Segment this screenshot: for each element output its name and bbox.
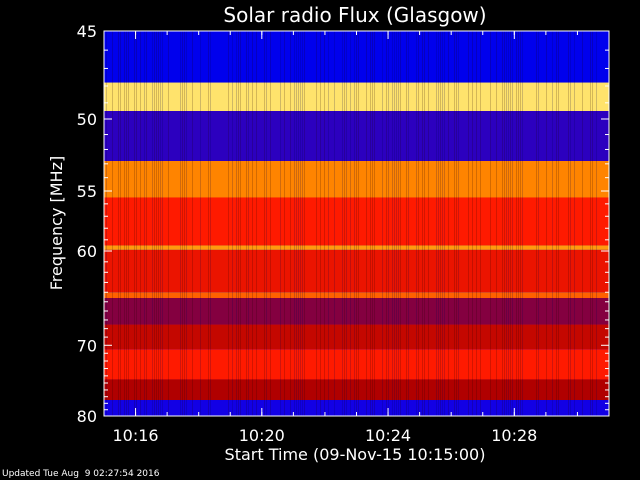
frequency-band (104, 349, 609, 380)
frequency-band (104, 245, 609, 250)
frequency-band (104, 249, 609, 293)
x-tick-label: 10:20 (239, 426, 285, 445)
y-tick-label: 45 (77, 22, 97, 41)
y-axis-label: Frequency [MHz] (47, 156, 66, 290)
y-tick-label: 70 (77, 336, 97, 355)
y-tick-label: 80 (77, 407, 97, 426)
x-tick-label: 10:24 (365, 426, 411, 445)
y-tick-label: 55 (77, 182, 97, 201)
frequency-band (104, 31, 609, 83)
x-tick-label: 10:28 (491, 426, 537, 445)
y-tick-label: 50 (77, 110, 97, 129)
frequency-band (104, 379, 609, 401)
updated-timestamp: Updated Tue Aug 9 02:27:54 2016 (2, 469, 160, 479)
frequency-band (104, 111, 609, 161)
x-tick-label: 10:16 (113, 426, 159, 445)
frequency-band (104, 161, 609, 198)
y-tick-label: 60 (77, 242, 97, 261)
frequency-band (104, 324, 609, 350)
frequency-band (104, 292, 609, 298)
frequency-band (104, 82, 609, 111)
spectrogram-texture (106, 31, 597, 416)
chart-title: Solar radio Flux (Glasgow) (223, 3, 486, 27)
x-axis-label: Start Time (09-Nov-15 10:15:00) (225, 445, 486, 464)
frequency-band (104, 297, 609, 325)
frequency-band (104, 197, 609, 246)
